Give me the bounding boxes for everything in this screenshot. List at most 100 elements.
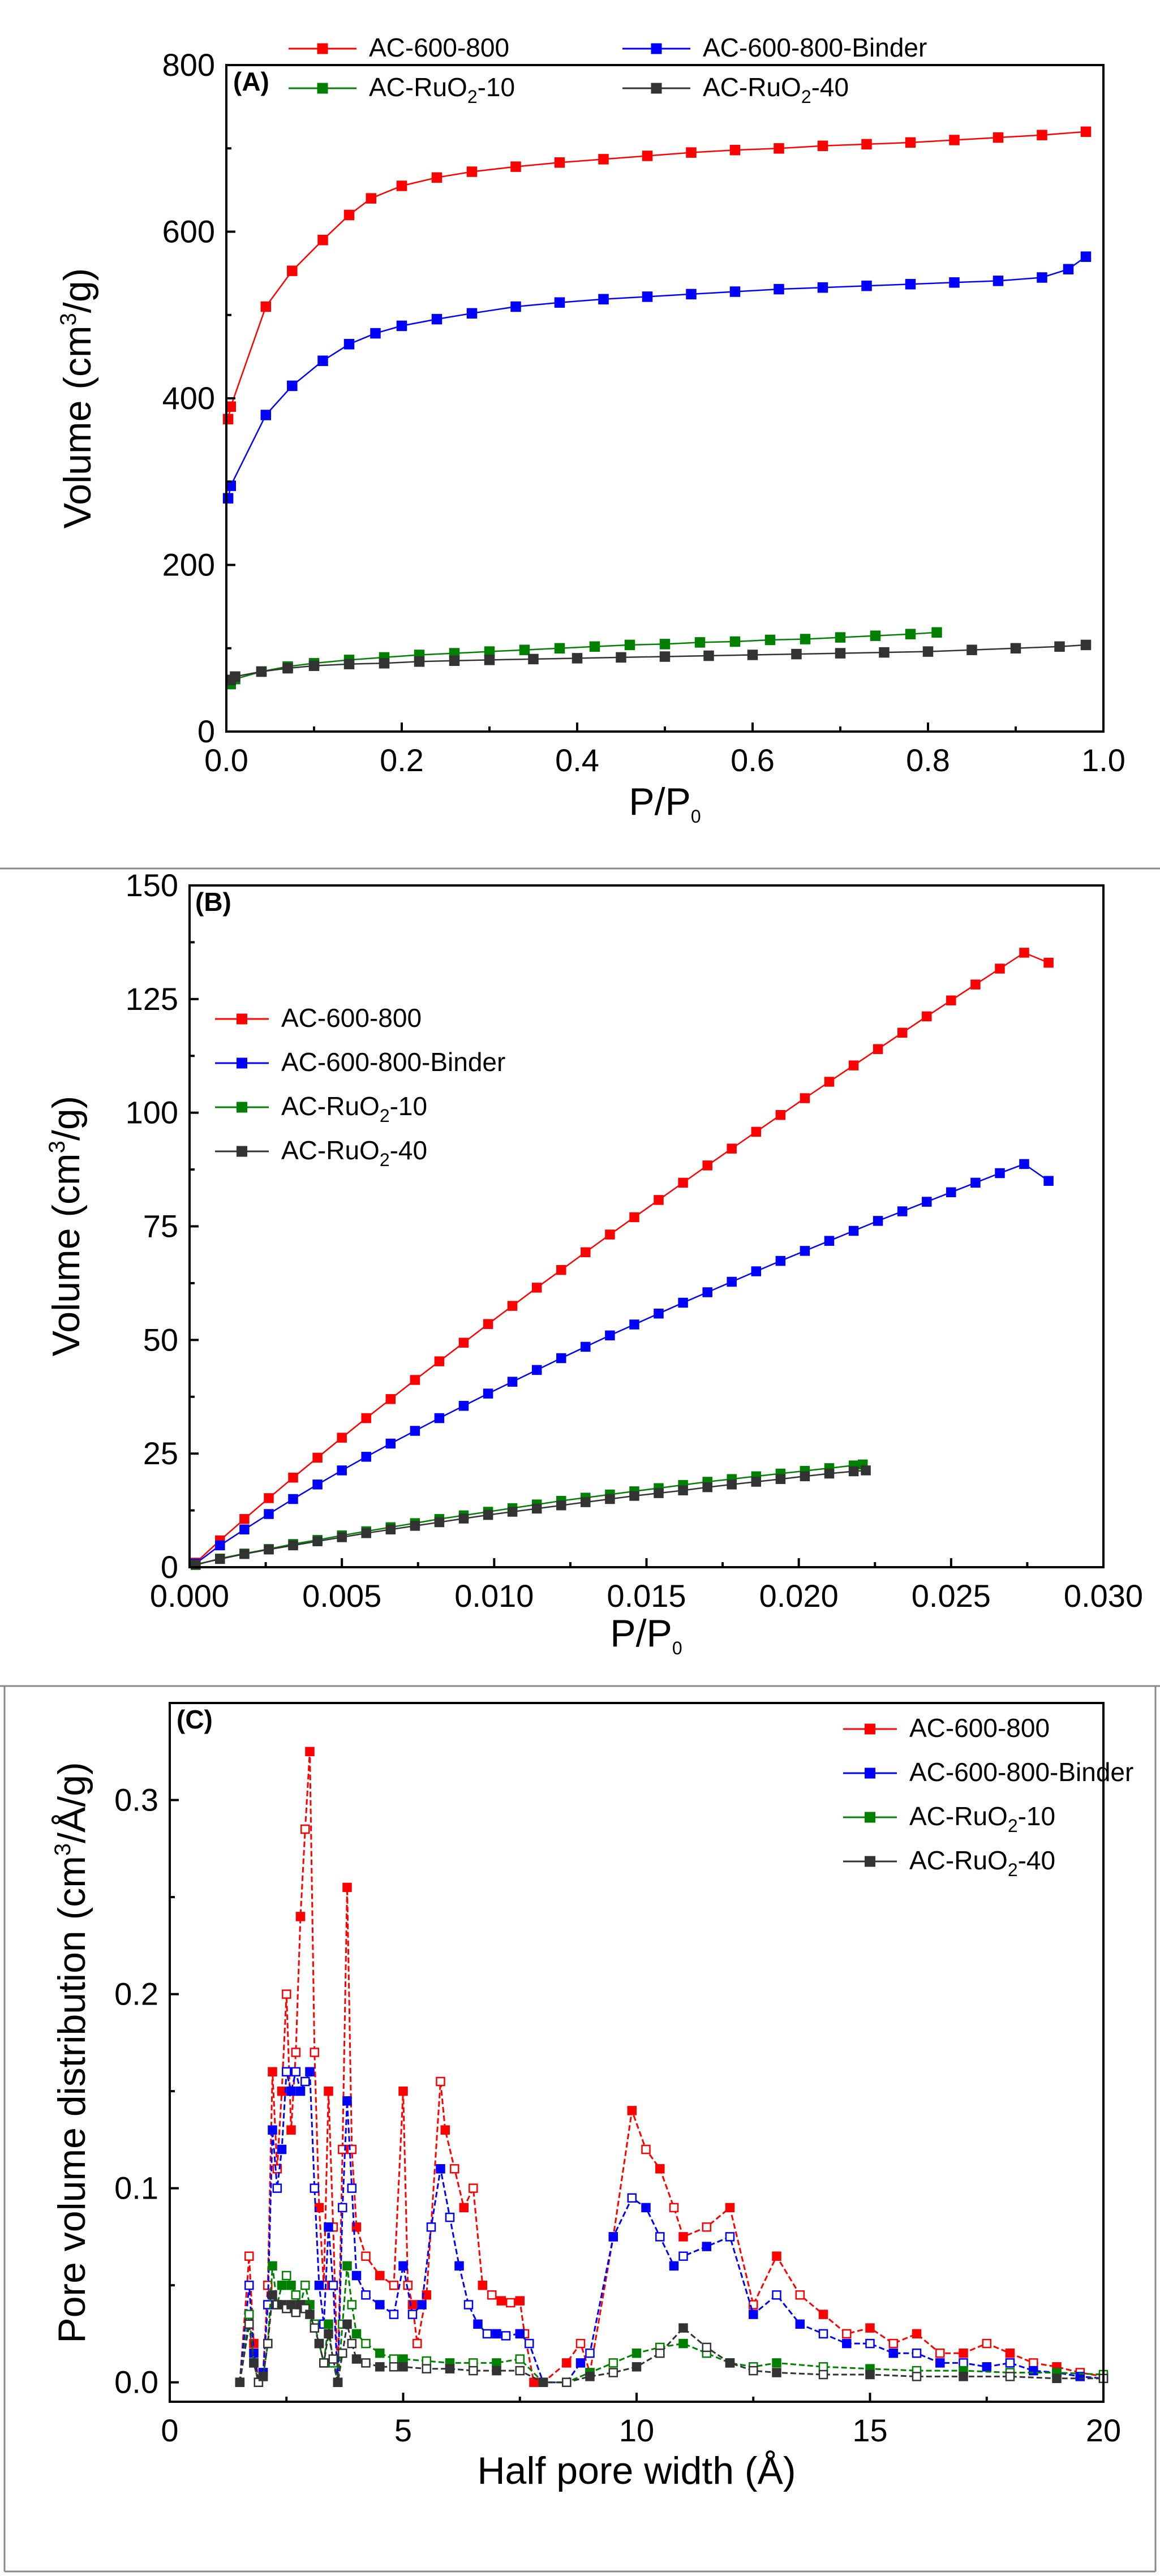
data-point [417,2300,427,2310]
data-point [484,655,495,665]
data-point [324,2086,333,2096]
data-point [608,2232,618,2242]
data-point [389,2280,399,2290]
data-point [993,276,1004,286]
data-point [295,1912,306,1921]
data-point [333,2377,343,2387]
panel-label: (C) [177,1705,213,1734]
data-point [554,297,565,308]
legend-item: AC-600-800 [843,1713,1050,1743]
data-point [605,1494,615,1504]
data-point [300,2280,310,2290]
legend-item: AC-RuO2-10 [843,1801,1055,1836]
data-point [818,2369,828,2380]
data-point [703,650,714,661]
legend-marker [237,1146,247,1157]
data-point [581,1247,591,1258]
data-point [347,2338,357,2349]
data-point [410,1521,420,1531]
data-point [764,634,776,646]
data-point [450,2164,459,2174]
series-line [195,952,1049,1563]
data-point [469,2183,478,2193]
y-tick-label: 150 [126,867,178,903]
y-tick-label: 800 [162,47,215,83]
data-point [1037,272,1047,283]
data-point [1037,130,1047,140]
series-AC-600-800 [191,948,1054,1568]
series-AC-600-800-Binder [235,2067,1109,2387]
data-point [702,2242,712,2251]
data-point [949,135,960,145]
data-point [506,2298,515,2308]
data-point [946,995,956,1005]
data-point [361,1413,371,1424]
data-point [258,2372,268,2381]
data-point [727,1480,737,1490]
y-tick-label: 0 [161,1549,178,1585]
data-point [385,1438,396,1449]
legend-marker [865,1812,875,1823]
series-AC-RuO2-40 [191,1465,871,1569]
data-point [616,652,626,663]
y-tick-label: 0.3 [114,1782,158,1818]
data-point [824,1468,835,1479]
data-point [729,636,741,647]
data-point [385,1394,396,1404]
data-point [922,1011,932,1022]
data-point [434,1517,445,1528]
data-point [729,144,741,156]
legend-item: AC-600-800 [215,1003,422,1033]
data-point [774,283,784,295]
data-point [1005,2372,1015,2381]
data-point [510,301,521,312]
series-line [239,2071,1104,2385]
data-point [370,328,381,339]
data-point [300,2076,310,2087]
data-point [562,2358,572,2368]
data-point [747,650,758,660]
data-point [268,2261,277,2271]
data-point [575,2338,586,2349]
data-point [398,2354,408,2364]
x-axis-label: P/P0 [610,1612,682,1658]
data-point [375,2362,385,2372]
data-point [912,2372,922,2381]
data-point [434,1413,445,1424]
data-point [848,1225,859,1236]
data-point [466,308,478,319]
data-point [888,2348,899,2358]
legend-label: AC-600-800-Binder [281,1047,505,1077]
x-tick-label: 0.025 [912,1578,991,1614]
data-point [554,157,565,168]
data-point [562,2377,572,2387]
data-point [351,2329,362,2339]
data-point [431,172,442,183]
data-point [260,410,272,420]
data-point [774,143,784,154]
data-point [343,209,355,221]
x-tick-label: 20 [1086,2412,1121,2448]
data-point [775,1255,786,1266]
data-point [478,2280,488,2290]
data-point [575,2358,586,2368]
data-point [431,313,442,325]
data-point [414,656,425,667]
legend-item: AC-RuO2-10 [289,72,515,107]
x-tick-label: 0.6 [731,742,775,778]
data-point [338,2348,347,2358]
x-tick-label: 0.8 [906,742,950,778]
data-point [215,1540,225,1551]
data-point [982,2338,992,2349]
y-tick-label: 25 [143,1435,178,1471]
data-point [366,193,377,204]
y-tick-label: 0.1 [114,2170,158,2206]
data-point [654,1488,664,1498]
data-point [496,2296,506,2306]
legend-label: AC-RuO2-10 [909,1801,1055,1836]
legend-item: AC-600-800-Binder [622,33,927,62]
data-point [277,2144,287,2154]
legend-label: AC-600-800-Binder [909,1757,1133,1787]
data-point [286,2125,296,2135]
data-point [361,2290,371,2300]
